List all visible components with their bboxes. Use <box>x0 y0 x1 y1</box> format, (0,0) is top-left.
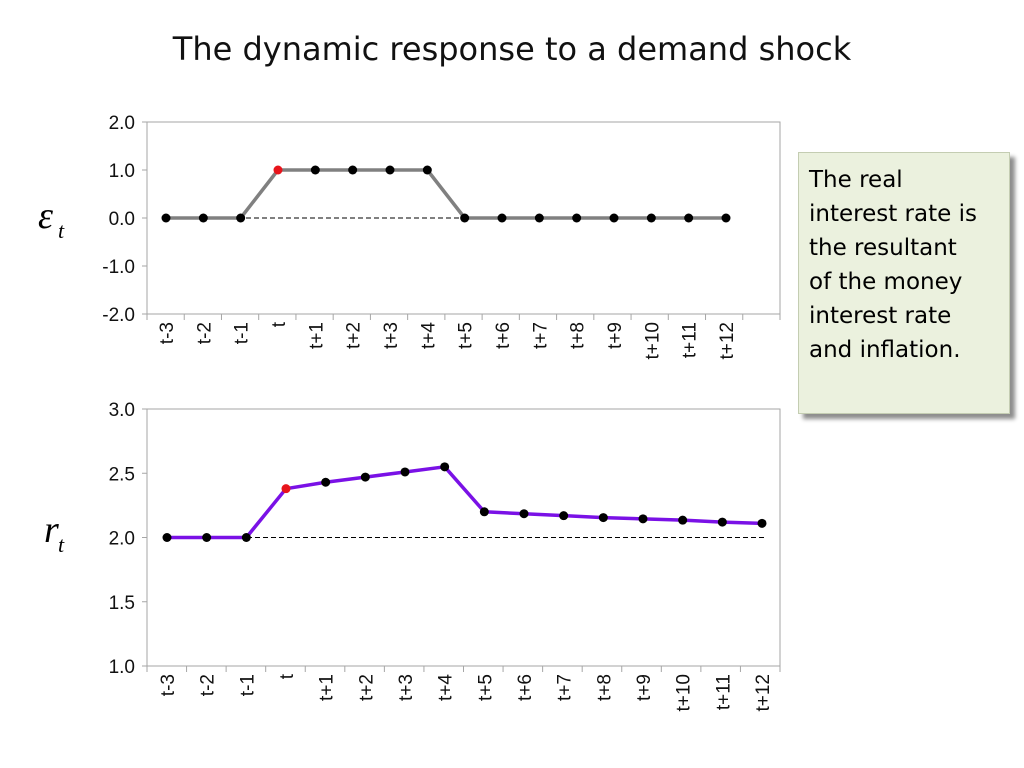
explanation-note: The real interest rate is the resultant … <box>798 152 1010 414</box>
x-category-label: t+3 <box>381 322 402 349</box>
data-point <box>162 533 172 542</box>
x-category-label: t+11 <box>680 322 701 358</box>
highlight-point <box>281 484 291 494</box>
note-line: of the money <box>809 269 963 295</box>
data-point <box>422 165 432 175</box>
data-point <box>559 511 569 521</box>
y-tick-label: -2.0 <box>102 305 135 326</box>
note-line: and inflation. <box>809 337 961 363</box>
y-tick-label: -1.0 <box>102 257 135 278</box>
y-tick-label: 3.0 <box>109 400 135 421</box>
y-tick-label: 1.0 <box>109 161 135 182</box>
x-category-label: t+11 <box>713 674 734 710</box>
x-category-label: t+9 <box>605 322 626 349</box>
x-category-label: t+7 <box>530 322 551 349</box>
x-category-label: t-1 <box>232 322 253 344</box>
x-category-label: t+1 <box>306 322 327 349</box>
data-point <box>161 213 171 223</box>
data-point <box>310 165 320 175</box>
x-category-label: t <box>269 321 290 327</box>
x-category-label: t+2 <box>356 674 377 701</box>
x-category-label: t+10 <box>642 322 663 360</box>
y-tick-label: 2.0 <box>109 113 135 134</box>
epsilon-chart: 2.0 1.0 0.0 -1.0 -2.0 t-3 t-2 t-1 t t+1 t+2 t+3 t+4 t… <box>38 113 781 360</box>
data-point <box>360 472 370 482</box>
y-tick-label: 2.0 <box>109 529 135 550</box>
data-point <box>236 213 246 223</box>
data-point <box>757 518 767 528</box>
y-variable-label: ε <box>38 195 53 237</box>
data-point <box>678 515 688 525</box>
x-category-label: t+3 <box>396 674 417 701</box>
x-category-label: t-3 <box>157 322 178 344</box>
slide-title: The dynamic response to a demand shock <box>172 30 852 68</box>
note-line: The real <box>809 167 903 193</box>
data-point <box>497 213 507 223</box>
note-line: interest rate <box>809 303 952 329</box>
x-category-label: t-3 <box>158 674 179 696</box>
data-point <box>717 517 727 527</box>
x-category-label: t+6 <box>515 674 536 701</box>
data-point <box>400 467 410 477</box>
y-tick-label: 1.5 <box>109 593 135 614</box>
series-line <box>165 465 764 540</box>
data-point <box>609 213 619 223</box>
x-category-label: t <box>277 673 298 679</box>
y-tick-label: 2.5 <box>109 464 135 485</box>
y-variable-subscript: t <box>58 532 65 557</box>
data-point <box>460 213 470 223</box>
y-tick-label: 0.0 <box>109 209 135 230</box>
data-point <box>646 213 656 223</box>
highlight-point <box>273 165 283 175</box>
data-point <box>321 477 331 487</box>
data-point <box>598 513 608 523</box>
x-category-label: t+1 <box>317 674 338 701</box>
x-category-label: t+4 <box>436 674 457 701</box>
x-category-label: t-2 <box>198 674 219 696</box>
x-category-label: t+5 <box>475 674 496 701</box>
data-point <box>198 213 208 223</box>
x-category-label: t+12 <box>753 674 774 712</box>
x-category-label: t+7 <box>555 674 576 701</box>
x-category-label: t+10 <box>674 674 695 712</box>
x-category-label: t-2 <box>194 322 215 344</box>
x-category-label: t-1 <box>237 674 258 696</box>
data-point <box>479 507 489 517</box>
real-interest-rate-chart: 3.0 2.5 2.0 1.5 1.0 t-3 t-2 t-1 t t+1 t+2 t+3 t+4 t+5… <box>44 400 781 712</box>
x-category-label: t+4 <box>418 322 439 349</box>
note-line: interest rate is <box>809 201 977 227</box>
data-point <box>202 533 212 542</box>
x-category-label: t+8 <box>568 322 589 349</box>
data-point <box>348 165 358 175</box>
y-variable-subscript: t <box>58 218 65 243</box>
data-point <box>638 514 648 524</box>
data-point <box>572 213 582 223</box>
y-tick-label: 1.0 <box>109 657 135 678</box>
note-line: the resultant <box>809 235 957 261</box>
data-point <box>241 533 251 542</box>
data-point <box>534 213 544 223</box>
y-variable-label: r <box>44 509 59 551</box>
series-line <box>164 168 728 220</box>
data-point <box>519 509 529 519</box>
data-point <box>684 213 694 223</box>
data-point <box>440 462 450 472</box>
x-category-label: t+9 <box>634 674 655 701</box>
data-point <box>385 165 395 175</box>
x-category-label: t+5 <box>456 322 477 349</box>
x-category-label: t+2 <box>344 322 365 349</box>
x-category-label: t+6 <box>493 322 514 349</box>
x-category-label: t+12 <box>717 322 738 360</box>
x-category-label: t+8 <box>594 674 615 701</box>
data-point <box>721 213 731 223</box>
